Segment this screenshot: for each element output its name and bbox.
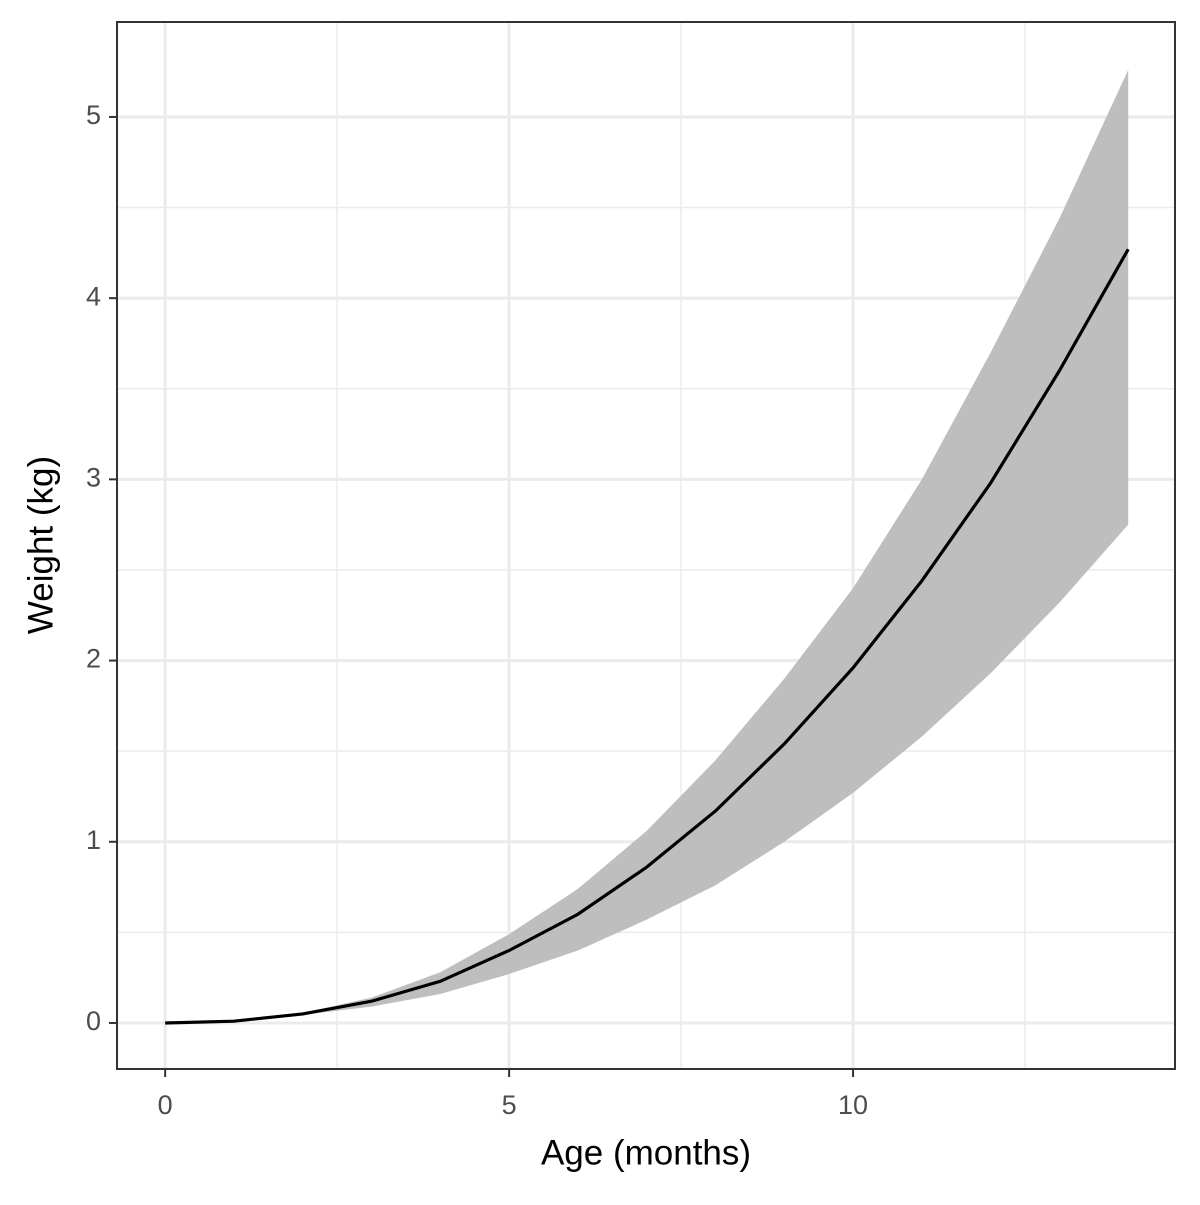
y-tick-label: 3 [86, 462, 101, 492]
x-tick-label: 0 [158, 1090, 173, 1120]
confidence-band [165, 69, 1129, 1023]
x-axis-title: Age (months) [541, 1133, 751, 1172]
panel-border [116, 21, 1176, 1070]
y-tick-label: 2 [86, 644, 101, 674]
x-tick-label: 5 [502, 1090, 517, 1120]
y-tick-label: 1 [86, 825, 101, 855]
y-axis-title: Weight (kg) [21, 456, 60, 634]
y-tick-label: 0 [86, 1006, 101, 1036]
y-tick-label: 5 [86, 100, 101, 130]
y-tick-label: 4 [86, 281, 101, 311]
x-tick-label: 10 [838, 1090, 868, 1120]
line [165, 248, 1130, 1025]
